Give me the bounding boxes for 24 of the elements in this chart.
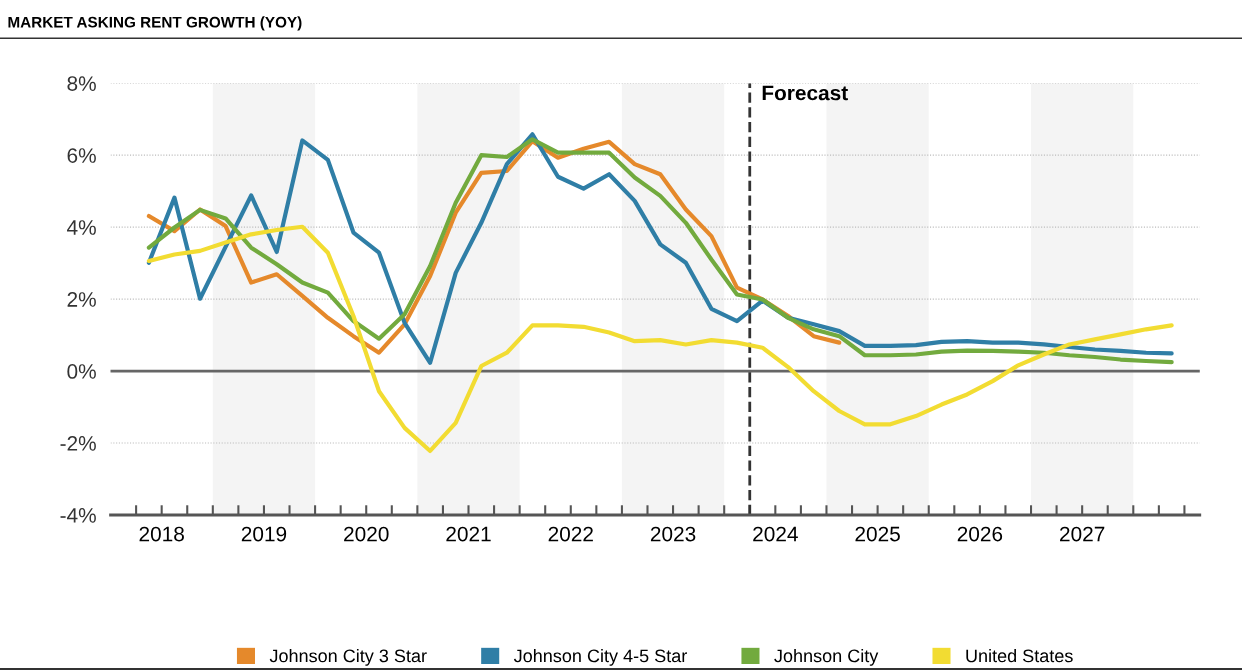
y-tick-label: -4%	[60, 508, 96, 523]
x-tick-label: 2025	[855, 526, 900, 542]
x-tick-label: 2022	[548, 526, 593, 542]
y-tick-label: 6%	[67, 148, 96, 163]
y-tick-label: 8%	[67, 76, 96, 91]
legend-label: United States	[966, 649, 1073, 663]
ref-line-label: Forecast	[762, 85, 848, 101]
y-tick-label: 2%	[67, 292, 96, 307]
x-tick-label: 2018	[139, 526, 184, 542]
legend-label: Johnson City 4-5 Star	[513, 649, 687, 666]
x-tick-label: 2024	[753, 526, 798, 542]
x-tick-label: 2027	[1060, 526, 1105, 542]
x-tick-label: 2026	[957, 526, 1003, 542]
y-tick-label: 0%	[67, 364, 96, 379]
x-tick-label: 2020	[344, 526, 389, 542]
x-tick-label: 2019	[241, 526, 287, 542]
chart-title: MARKET ASKING RENT GROWTH (YOY)	[8, 16, 302, 31]
y-tick-label: 4%	[67, 220, 96, 235]
y-tick-label: -2%	[60, 436, 96, 451]
line-series	[146, 224, 1174, 454]
legend-label: Johnson City	[774, 649, 879, 666]
legend-label: Johnson City 3 Star	[269, 649, 427, 666]
x-tick-label: 2021	[446, 526, 491, 542]
x-tick-label: 2023	[650, 526, 696, 542]
